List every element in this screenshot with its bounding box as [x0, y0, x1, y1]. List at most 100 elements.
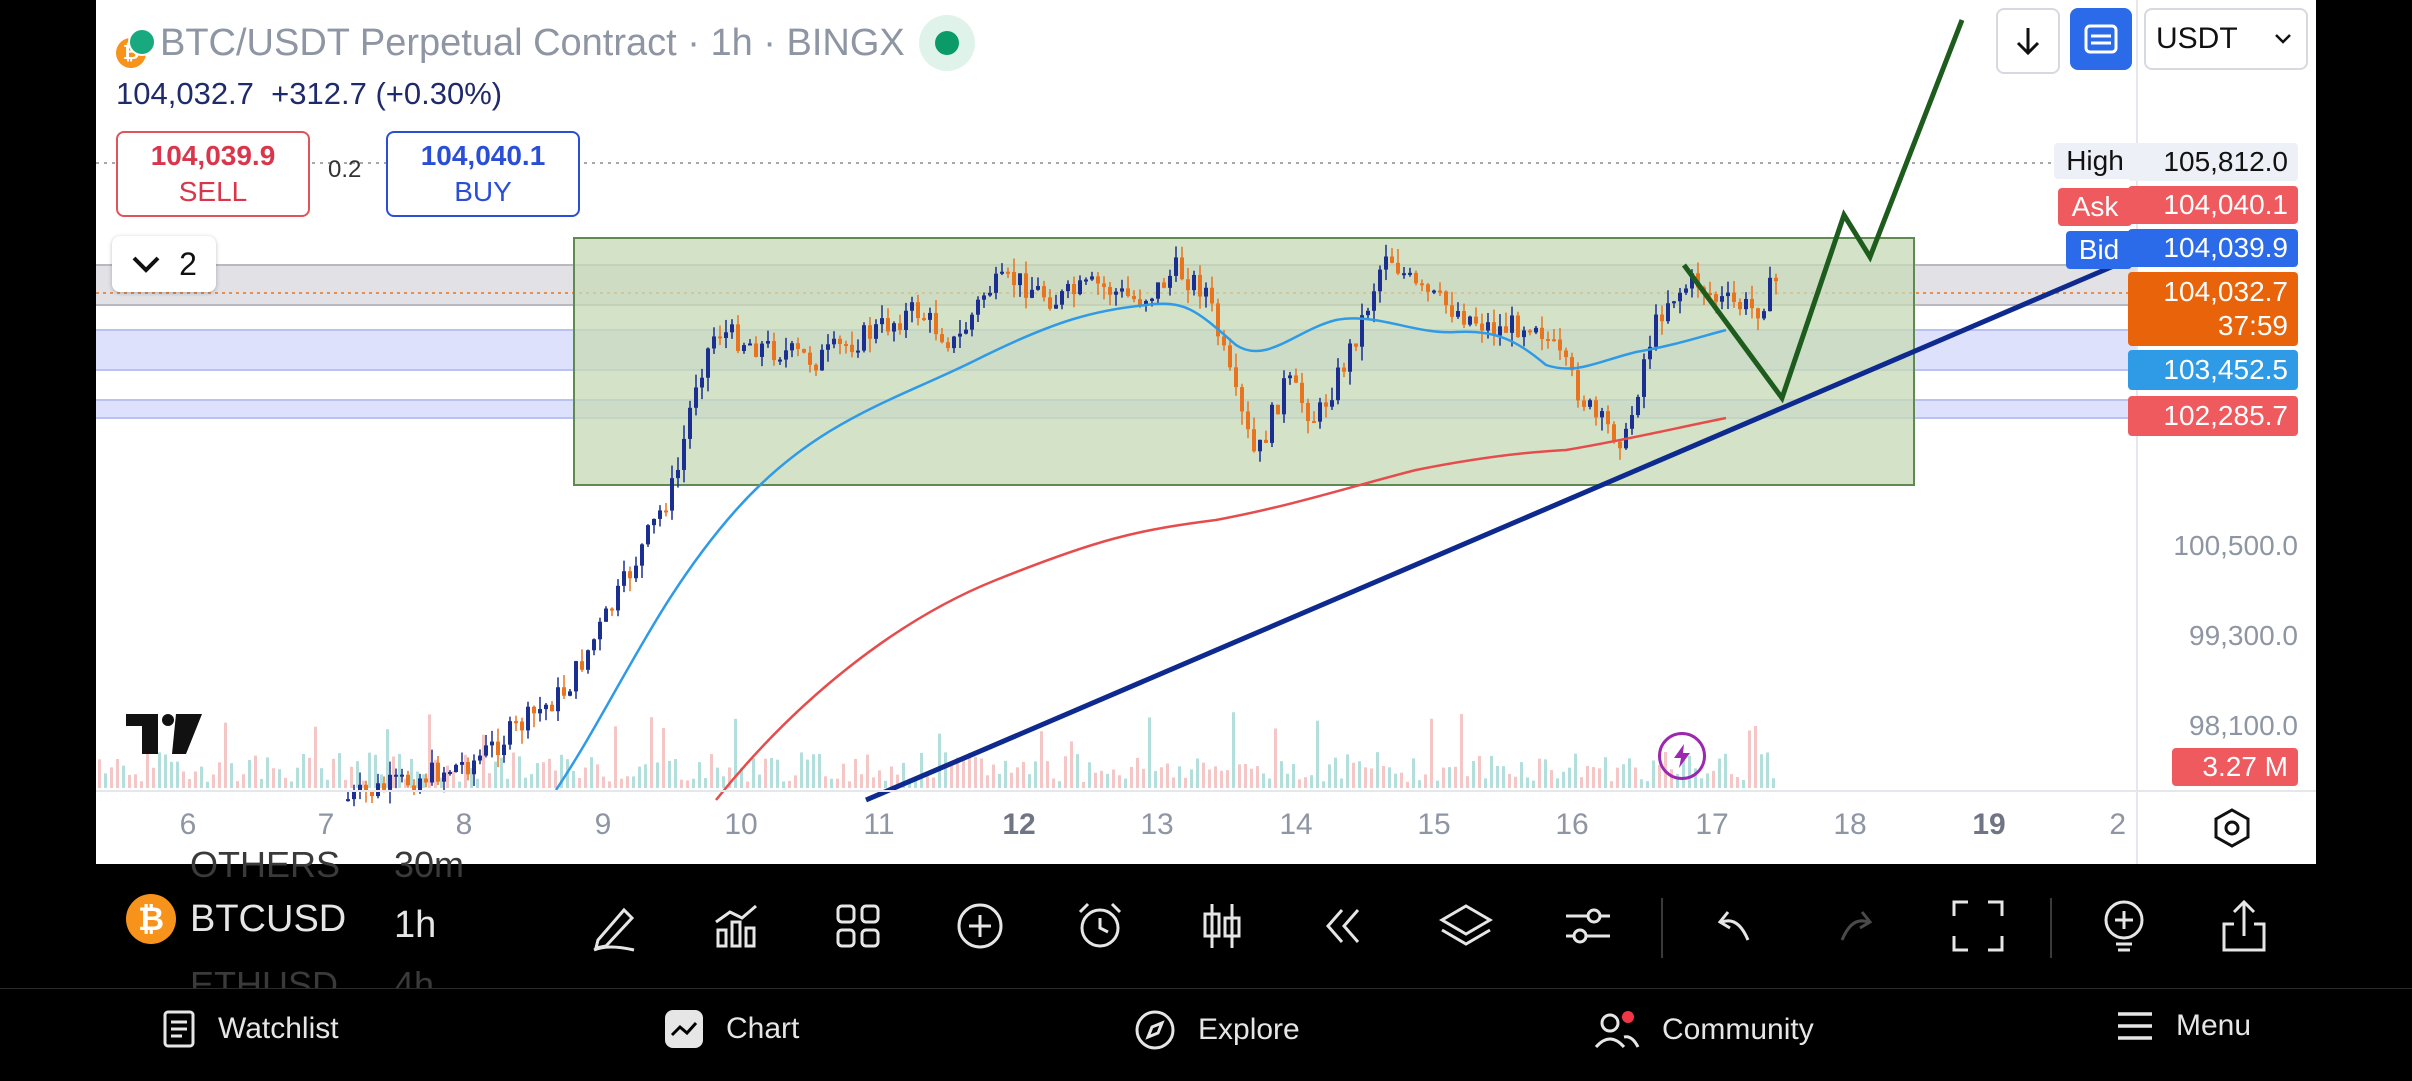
candle-body: [712, 336, 716, 349]
fullscreen-icon[interactable]: [1946, 894, 2010, 958]
volume-bar: [1766, 752, 1769, 788]
candle-body: [826, 344, 830, 350]
candle-body: [1762, 311, 1766, 319]
candle-body: [1390, 256, 1394, 263]
indicators-icon[interactable]: [704, 894, 768, 958]
ghost-symbol-above: OTHERS: [190, 844, 341, 885]
buy-button[interactable]: 104,040.1 BUY: [386, 131, 580, 217]
nav-menu[interactable]: Menu: [2116, 1009, 2251, 1043]
candle-body: [910, 302, 914, 311]
volume-bar: [284, 777, 287, 788]
price-chart[interactable]: [96, 0, 2316, 864]
symbol-header[interactable]: ₿ BTC/USDT Perpetual Contract · 1h · BIN…: [116, 15, 975, 71]
nav-watchlist[interactable]: Watchlist: [162, 1009, 339, 1049]
volume-bar: [434, 759, 437, 788]
chart-settings-icon[interactable]: [2210, 806, 2254, 850]
volume-bar: [752, 758, 755, 788]
candle-body: [586, 650, 590, 670]
volume-bar: [1106, 773, 1109, 788]
candle-body: [1180, 257, 1184, 280]
volume-bar: [1040, 731, 1043, 788]
volume-bar: [242, 774, 245, 788]
volume-bar: [1580, 777, 1583, 788]
volume-bar: [374, 754, 377, 788]
settings-sliders-icon[interactable]: [1556, 894, 1620, 958]
symbol-short: BTCUSD: [190, 897, 347, 940]
volume-bar: [110, 767, 113, 788]
volume-bar: [482, 734, 485, 788]
volume-bar: [1208, 769, 1211, 788]
range-box: [573, 237, 1915, 486]
scroll-to-latest-button[interactable]: [1996, 8, 2060, 74]
chart-panel[interactable]: ₿ BTC/USDT Perpetual Contract · 1h · BIN…: [96, 0, 2316, 864]
volume-bar: [1130, 766, 1133, 788]
candle-body: [664, 510, 668, 513]
sync-button[interactable]: [2070, 8, 2132, 70]
layouts-icon[interactable]: [826, 894, 890, 958]
candle-body: [610, 608, 614, 611]
candle-body: [1636, 396, 1640, 416]
add-icon[interactable]: [948, 894, 1012, 958]
volume-bar: [1700, 778, 1703, 788]
volume-bar: [146, 753, 149, 788]
candle-body: [1456, 311, 1460, 317]
volume-bar: [1184, 777, 1187, 788]
undo-icon[interactable]: [1702, 894, 1766, 958]
symbol-title[interactable]: BTC/USDT Perpetual Contract · 1h · BINGX: [160, 21, 905, 64]
redo-icon[interactable]: [1824, 894, 1888, 958]
candle-body: [1294, 375, 1298, 383]
alarm-icon[interactable]: [1068, 894, 1132, 958]
volume-bar: [1406, 781, 1409, 788]
volume-bar: [1718, 758, 1721, 788]
nav-chart[interactable]: Chart: [664, 1009, 799, 1049]
compass-icon: [1135, 1010, 1175, 1050]
candle-body: [1030, 289, 1034, 298]
volume-bar: [530, 774, 533, 788]
indicators-collapse-toggle[interactable]: 2: [112, 236, 216, 292]
interval-selector[interactable]: 1h: [394, 904, 437, 946]
lightning-icon[interactable]: [1658, 732, 1706, 780]
volume-bar: [1478, 755, 1481, 788]
volume-bar: [1292, 764, 1295, 788]
candle-body: [1078, 280, 1082, 295]
share-icon[interactable]: [2212, 894, 2276, 958]
currency-select[interactable]: USDT: [2144, 8, 2308, 70]
pen-icon[interactable]: [582, 894, 646, 958]
volume-bar: [392, 756, 395, 788]
sell-button[interactable]: 104,039.9 SELL: [116, 131, 310, 217]
candle-body: [820, 349, 824, 371]
candle-body: [1174, 257, 1178, 276]
candle-body: [1360, 315, 1364, 347]
volume-bar: [1658, 765, 1661, 788]
nav-explore[interactable]: Explore: [1134, 1009, 1300, 1051]
time-tick: 8: [455, 808, 473, 841]
volume-bar: [1706, 773, 1709, 788]
volume-bar: [1304, 777, 1307, 788]
bulb-plus-icon[interactable]: [2092, 894, 2156, 958]
candle-body: [1510, 315, 1514, 333]
nav-community[interactable]: Community: [1594, 1009, 1814, 1051]
volume-bar: [1310, 775, 1313, 788]
volume-bar: [254, 755, 257, 788]
candle-body: [1012, 271, 1016, 286]
volume-bar: [1484, 778, 1487, 788]
volume-bar: [1634, 767, 1637, 788]
candle-body: [1126, 288, 1130, 296]
market-status-icon[interactable]: [918, 15, 975, 71]
candle-body: [1210, 287, 1214, 304]
candle-body: [694, 387, 698, 408]
layers-icon[interactable]: [1434, 894, 1498, 958]
candle-body: [1630, 415, 1634, 429]
symbol-selector[interactable]: ₿ BTCUSD: [126, 894, 346, 944]
bar-style-icon[interactable]: [1190, 894, 1254, 958]
candle-body: [514, 721, 518, 724]
candle-body: [1108, 286, 1112, 295]
volume-bar: [1424, 774, 1427, 788]
candle-body: [1006, 271, 1010, 274]
replay-icon[interactable]: [1312, 894, 1376, 958]
candle-body: [1336, 367, 1340, 401]
volume-bar: [128, 774, 131, 788]
volume-bar: [212, 774, 215, 788]
volume-bar: [1298, 779, 1301, 788]
candle-body: [550, 704, 554, 712]
